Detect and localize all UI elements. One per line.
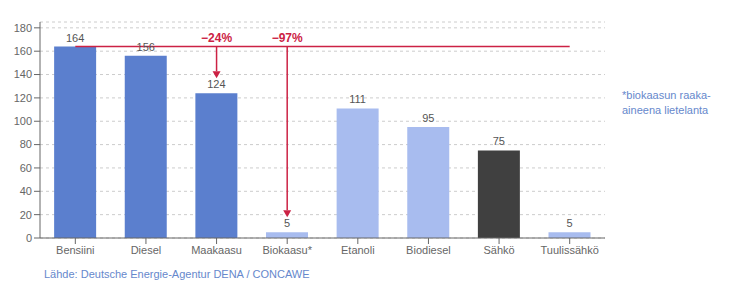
svg-text:Sähkö: Sähkö: [483, 244, 514, 256]
svg-text:Biodiesel: Biodiesel: [406, 244, 451, 256]
svg-text:100: 100: [14, 115, 32, 127]
svg-text:160: 160: [14, 45, 32, 57]
svg-text:140: 140: [14, 68, 32, 80]
svg-text:5: 5: [284, 217, 290, 229]
svg-text:Bensiini: Bensiini: [56, 244, 95, 256]
svg-text:40: 40: [20, 185, 32, 197]
svg-text:80: 80: [20, 138, 32, 150]
svg-text:Etanoli: Etanoli: [341, 244, 375, 256]
svg-text:180: 180: [14, 22, 32, 34]
svg-text:156: 156: [137, 41, 155, 53]
svg-text:111: 111: [349, 93, 366, 105]
svg-text:Biokaasu*: Biokaasu*: [262, 244, 312, 256]
svg-text:164: 164: [66, 32, 84, 44]
svg-text:60: 60: [20, 162, 32, 174]
svg-text:5: 5: [566, 217, 572, 229]
svg-text:Maakaasu: Maakaasu: [191, 244, 242, 256]
svg-text:Diesel: Diesel: [131, 244, 162, 256]
html-text:*biokaasun raaka-: *biokaasun raaka-: [622, 89, 711, 101]
html-text:aineena lietelanta: aineena lietelanta: [622, 104, 709, 116]
svg-text:−24%: −24%: [201, 31, 232, 45]
svg-text:−97%: −97%: [272, 31, 303, 45]
html-text:Lähde: Deutsche Energie-Agentu: Lähde: Deutsche Energie-Agentur DENA / C…: [44, 268, 310, 280]
svg-text:Tuulissähkö: Tuulissähkö: [541, 244, 599, 256]
svg-text:0: 0: [26, 232, 32, 244]
svg-text:20: 20: [20, 209, 32, 221]
svg-text:120: 120: [14, 92, 32, 104]
svg-text:75: 75: [493, 135, 505, 147]
svg-text:95: 95: [422, 112, 434, 124]
svg-text:124: 124: [207, 78, 225, 90]
